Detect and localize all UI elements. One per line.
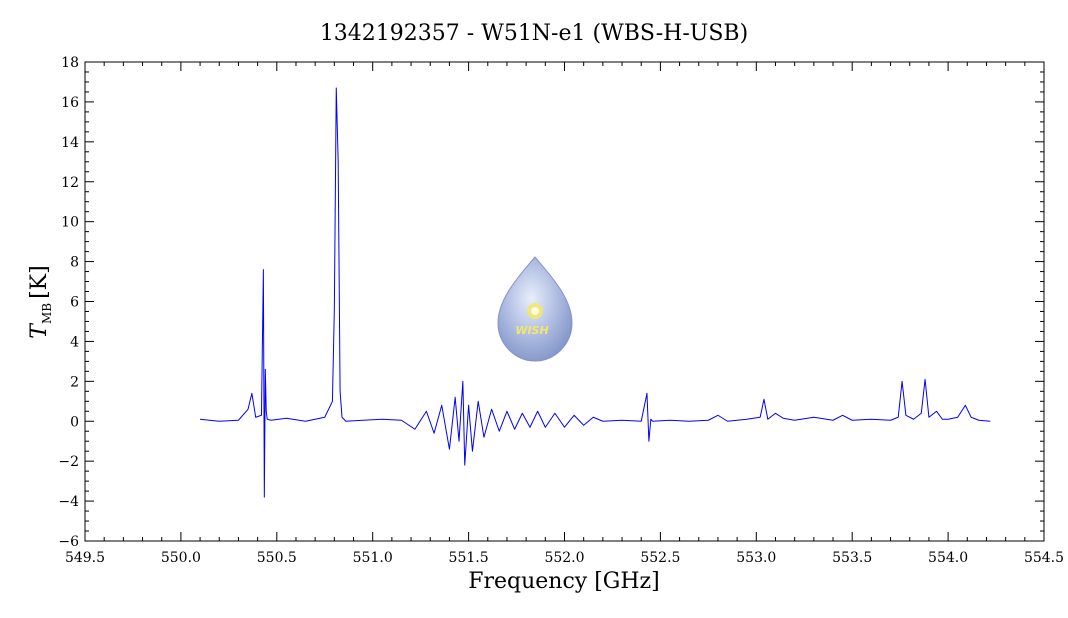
y-tick-label: 4 [70, 334, 79, 350]
x-tick-label: 552.0 [544, 550, 584, 566]
y-tick-label: −6 [58, 534, 79, 550]
y-tick-label: 8 [70, 255, 79, 271]
y-tick-label: 18 [61, 55, 79, 71]
y-tick-label: 6 [70, 295, 79, 311]
x-tick-label: 554.0 [928, 550, 968, 566]
x-tick-label: 551.5 [449, 550, 489, 566]
y-tick-label: 12 [61, 175, 79, 191]
chart-title: 1342192357 - W51N-e1 (WBS-H-USB) [320, 21, 748, 46]
x-tick-label: 554.5 [1024, 550, 1064, 566]
x-tick-label: 551.0 [353, 550, 393, 566]
x-tick-label: 553.0 [736, 550, 776, 566]
y-tick-label: 10 [61, 215, 79, 231]
y-tick-label: −2 [58, 454, 79, 470]
wish-logo-label: WISH [515, 324, 548, 337]
spectrum-line [200, 87, 991, 498]
y-tick-label: 0 [70, 414, 79, 430]
y-tick-label: −4 [58, 494, 79, 510]
x-tick-label: 550.0 [161, 550, 201, 566]
x-tick-label: 549.5 [65, 550, 105, 566]
y-tick-label: 2 [70, 374, 79, 390]
wish-logo: WISH [497, 256, 573, 362]
x-tick-label: 552.5 [640, 550, 680, 566]
x-tick-label: 550.5 [257, 550, 297, 566]
y-tick-label: 16 [61, 95, 79, 111]
x-axis-label: Frequency [GHz] [468, 569, 660, 594]
x-tick-label: 553.5 [832, 550, 872, 566]
y-tick-label: 14 [61, 135, 79, 151]
y-axis-label: TMB[K] [27, 265, 54, 338]
